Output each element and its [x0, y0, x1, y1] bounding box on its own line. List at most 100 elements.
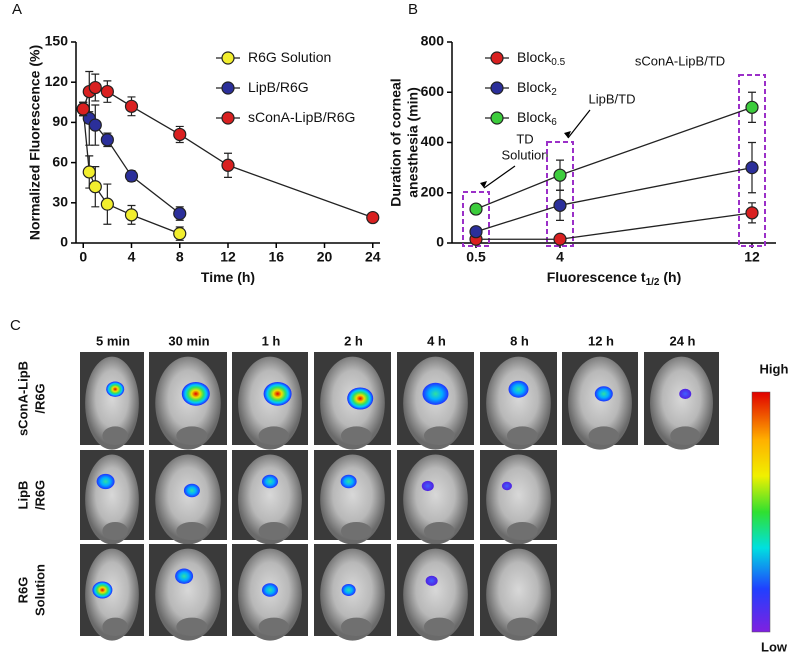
fluorescence-spot [340, 474, 357, 489]
data-point [76, 102, 90, 116]
series-line [476, 212, 753, 240]
mouse-nose [423, 617, 455, 636]
data-point [124, 99, 139, 113]
arrow [483, 165, 516, 189]
row-label: /R6G [32, 383, 47, 413]
fluorescence-spot [421, 480, 434, 492]
legend-marker [490, 81, 504, 95]
y-tick-label: 200 [421, 183, 445, 199]
fluorescence-spot [92, 581, 113, 599]
mouse-head [486, 356, 551, 450]
mouse-head [403, 548, 468, 641]
mouse-nose [588, 426, 619, 446]
column-label: 24 h [669, 333, 695, 348]
mouse-head [486, 454, 551, 545]
annotation: sConA-LipB/TD [635, 53, 725, 68]
data-point [469, 202, 483, 216]
legend-label: Block0.5 [517, 49, 566, 68]
legend-marker [490, 111, 504, 125]
legend-label: R6G Solution [248, 49, 331, 65]
x-axis-label: Time (h) [201, 269, 255, 285]
panel-label: C [10, 317, 21, 334]
data-point [221, 158, 235, 172]
data-point [553, 198, 567, 212]
legend-label-name: Block [517, 109, 552, 125]
mouse-nose [506, 522, 538, 540]
mouse-head [238, 454, 302, 545]
mouse-head [85, 548, 139, 641]
data-point [745, 161, 759, 175]
legend-label: sConA-LipB/R6G [248, 109, 355, 125]
y-axis-label: Duration of corneal [388, 78, 404, 206]
x-tick-label: 24 [365, 249, 381, 265]
row-label: LipB [15, 481, 30, 510]
mouse-head [155, 454, 221, 545]
column-label: 1 h [262, 333, 281, 348]
mouse-nose [340, 426, 372, 446]
row-label: Solution [32, 564, 47, 616]
x-tick-label: 16 [268, 249, 284, 265]
fluorescence-spot [262, 583, 278, 597]
column-label: 5 min [96, 333, 130, 348]
x-axis-label: Fluorescence t1/2 (h) [547, 269, 682, 288]
y-tick-label: 90 [52, 113, 68, 129]
data-point [100, 197, 114, 211]
annotation: Solution [502, 147, 549, 162]
fluorescence-spot [181, 381, 210, 406]
colorbar [751, 391, 771, 633]
fluorescence-spot [679, 388, 692, 399]
data-point [745, 206, 759, 220]
column-label: 2 h [344, 333, 363, 348]
data-point [469, 225, 483, 239]
x-tick-label: 0.5 [466, 249, 486, 265]
data-point [366, 210, 380, 225]
mouse-nose [506, 426, 538, 446]
mouse-nose [423, 426, 455, 446]
y-tick-label: 30 [52, 194, 68, 210]
mouse-nose [258, 426, 289, 446]
annotation: TD [516, 131, 533, 146]
mouse-nose [102, 617, 128, 636]
data-point [124, 169, 139, 183]
fluorescence-spot [183, 483, 200, 498]
x-axis-label-end: (h) [659, 269, 681, 285]
data-point [553, 168, 567, 182]
data-point [88, 180, 102, 194]
legend-label-name: Block [517, 79, 552, 95]
column-label: 8 h [510, 333, 529, 348]
data-point [88, 118, 102, 132]
x-tick-label: 12 [220, 249, 236, 265]
arrow-head [564, 131, 571, 138]
data-point [100, 84, 114, 99]
legend-label-name: sConA-LipB/R6G [248, 109, 355, 125]
y-tick-label: 60 [52, 153, 68, 169]
fluorescence-spot [594, 386, 613, 402]
fluorescence-spot [341, 584, 356, 596]
y-tick-label: 400 [421, 133, 445, 149]
fluorescence-spot [508, 380, 529, 398]
fluorescence-spot [106, 381, 125, 397]
fluorescence-spot [175, 568, 194, 584]
x-tick-label: 4 [128, 249, 136, 265]
mouse-head [155, 548, 221, 641]
y-tick-label: 800 [421, 33, 445, 49]
mouse-nose [258, 522, 289, 540]
x-axis-label-main: Fluorescence t [547, 269, 646, 285]
data-point [173, 206, 187, 221]
x-tick-label: 20 [317, 249, 333, 265]
x-axis-label-main: Time (h) [201, 269, 255, 285]
arrow [567, 109, 591, 139]
mouse-nose [102, 426, 128, 446]
highlight-box [738, 74, 766, 247]
data-point [745, 100, 759, 114]
legend-label: Block6 [517, 109, 557, 128]
panel-label: B [408, 1, 418, 18]
legend-label-name: R6G Solution [248, 49, 331, 65]
y-axis-label: anesthesia (min) [405, 87, 421, 197]
legend-label-name: Block [517, 49, 552, 65]
mouse-nose [176, 522, 208, 540]
mouse-head [403, 454, 468, 545]
legend-label-sub: 6 [551, 117, 557, 128]
legend-marker [490, 51, 504, 65]
